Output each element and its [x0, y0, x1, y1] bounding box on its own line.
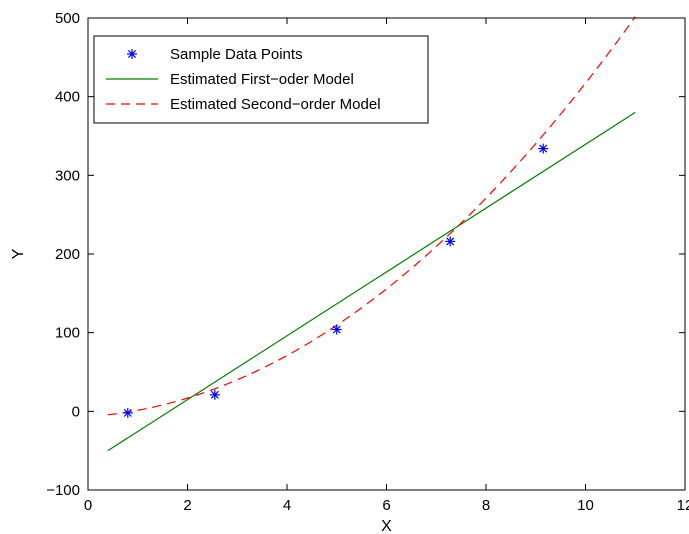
y-tick-label: −100	[46, 482, 80, 499]
y-tick-label: 100	[55, 325, 80, 342]
data-point	[538, 143, 549, 154]
second-order-model-curve	[107, 16, 636, 416]
data-point	[122, 407, 133, 418]
y-tick-label: 0	[72, 403, 80, 420]
legend-label: Estimated Second−order Model	[170, 96, 381, 113]
y-tick-label: 400	[55, 89, 80, 106]
first-order-model-line	[107, 111, 636, 452]
x-tick-label: 10	[577, 497, 594, 514]
x-tick-label: 2	[183, 497, 191, 514]
y-axis-label: Y	[10, 248, 27, 259]
data-point	[445, 236, 456, 247]
legend-label: Sample Data Points	[170, 46, 303, 63]
y-tick-label: 500	[55, 10, 80, 27]
x-tick-label: 12	[677, 497, 689, 514]
legend-marker	[127, 49, 137, 59]
data-point	[331, 324, 342, 335]
legend: Sample Data Points Estimated First−oder M…	[93, 35, 429, 124]
legend-label: Estimated First−oder Model	[170, 71, 354, 88]
x-axis-label: X	[381, 518, 392, 534]
y-tick-label: 200	[55, 246, 80, 263]
x-tick-label: 4	[283, 497, 291, 514]
x-tick-label: 6	[382, 497, 390, 514]
series-layer	[107, 16, 636, 452]
y-tick-label: 300	[55, 167, 80, 184]
data-point	[209, 389, 220, 400]
x-tick-label: 0	[84, 497, 92, 514]
x-tick-label: 8	[482, 497, 490, 514]
